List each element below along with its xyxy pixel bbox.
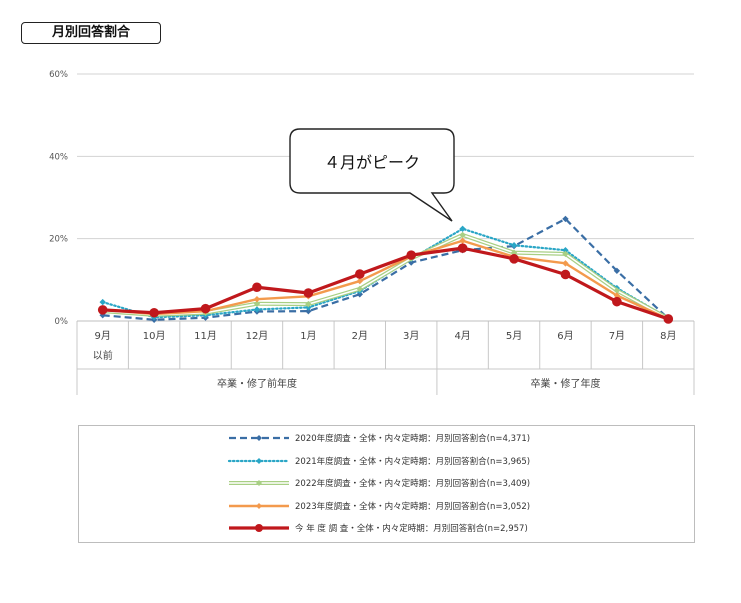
data-point [252, 282, 262, 293]
legend-swatch [229, 435, 289, 441]
x-group-label: 卒業・修了前年度 [217, 377, 297, 390]
x-tick-label: 4月 [454, 330, 470, 342]
data-point [613, 267, 621, 274]
series-line [102, 246, 669, 321]
legend-label: 2023年度調査・全体・内々定時期：月別回答割合(n=3,052) [295, 501, 531, 512]
x-tick-label: 10月 [143, 330, 166, 342]
data-point [253, 306, 261, 313]
data-point [149, 307, 159, 318]
data-point [562, 260, 569, 267]
data-point [663, 314, 674, 324]
data-point [459, 231, 466, 239]
legend-swatch [229, 524, 289, 532]
data-point [305, 307, 312, 315]
data-point [560, 269, 571, 280]
legend-swatch [227, 457, 291, 464]
data-point [305, 300, 312, 308]
x-tick-label: 以前 [93, 349, 113, 362]
x-tick-label: 11月 [194, 330, 217, 342]
callout-text: ４月がピーク [324, 153, 420, 172]
legend-item: 2020年度調査・全体・内々定時期：月別回答割合(n=4,371) [227, 428, 530, 448]
legend-marker [256, 435, 262, 441]
callout-bubble [289, 128, 455, 222]
callout: ４月がピーク [289, 128, 455, 222]
series-line [102, 217, 670, 321]
legend-marker [256, 480, 262, 486]
data-point [509, 254, 519, 264]
data-point [99, 298, 106, 306]
x-tick-label: 2月 [352, 330, 368, 342]
data-point [613, 287, 621, 294]
legend-item: 2022年度調査・全体・内々定時期：月別回答割合(n=3,409) [227, 473, 530, 493]
legend-label: 2020年度調査・全体・内々定時期：月別回答割合(n=4,371) [295, 434, 531, 444]
legend-item: 今 年 度 調 査・全体・内々定時期：月別回答割合(n=2,957) [227, 518, 528, 538]
data-point [510, 242, 518, 249]
legend-swatch [229, 502, 289, 509]
legend-label: 2021年度調査・全体・内々定時期：月別回答割合(n=3,965) [295, 456, 531, 467]
x-tick-label: 8月 [660, 330, 676, 342]
legend-label: 今 年 度 調 査・全体・内々定時期：月別回答割合(n=2,957) [295, 524, 528, 534]
data-point [200, 303, 211, 314]
legend-marker [256, 457, 262, 464]
legend-item: 2023年度調査・全体・内々定時期：月別回答割合(n=3,052) [227, 496, 530, 516]
legend-item: 2021年度調査・全体・内々定時期：月別回答割合(n=3,965) [227, 451, 530, 471]
data-point [356, 285, 363, 293]
data-point [253, 295, 261, 303]
data-point [459, 237, 466, 244]
series-line [102, 239, 669, 321]
data-point [612, 296, 622, 307]
data-point [303, 288, 314, 298]
x-group-label: 卒業・修了年度 [530, 377, 600, 390]
y-tick-label: 0% [55, 317, 69, 327]
data-point [510, 249, 518, 256]
x-tick-label: 1月 [300, 330, 316, 342]
data-point [459, 225, 466, 232]
y-tick-label: 60% [49, 70, 68, 80]
series-line [102, 234, 669, 320]
legend-marker [256, 502, 262, 509]
data-point [356, 291, 363, 298]
data-point [562, 250, 569, 258]
data-point [97, 305, 108, 315]
x-tick-label: 9月 [95, 330, 111, 342]
x-tick-label: 3月 [403, 330, 419, 342]
data-point [562, 215, 569, 223]
data-point [406, 250, 417, 260]
data-point [613, 292, 621, 299]
data-point [253, 300, 261, 307]
legend-marker [255, 524, 263, 532]
series-5 [97, 243, 674, 324]
y-tick-label: 40% [49, 152, 68, 162]
x-tick-label: 6月 [557, 330, 573, 342]
legend: 2020年度調査・全体・内々定時期：月別回答割合(n=4,371) 2021年度調… [78, 425, 695, 543]
legend-swatch [229, 480, 289, 486]
x-tick-label: 5月 [506, 330, 522, 342]
y-tick-label: 20% [49, 235, 68, 245]
x-tick-label: 7月 [609, 330, 625, 342]
data-point [457, 243, 468, 253]
x-tick-label: 12月 [246, 330, 269, 342]
data-point [562, 246, 569, 254]
data-point [354, 269, 365, 279]
series-line [102, 232, 670, 321]
legend-label: 2022年度調査・全体・内々定時期：月別回答割合(n=3,409) [295, 479, 531, 489]
chart-title: 月別回答割合 [21, 22, 161, 44]
data-point [356, 277, 363, 285]
